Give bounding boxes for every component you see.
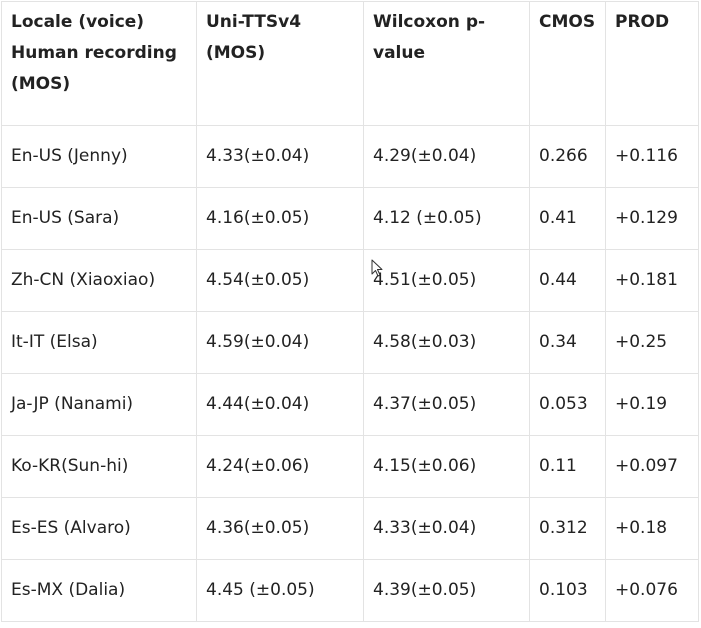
cell-cmos: 0.44 [529,249,606,312]
cell-prod: +0.097 [605,435,699,498]
header-locale: Locale (voice) Human recording (MOS) [1,1,197,126]
header-wilcoxon: Wilcoxon p-value [363,1,530,126]
cell-uni-ttsv4: 4.24(±0.06) [196,435,364,498]
cell-cmos: 0.34 [529,311,606,374]
cell-wilcoxon: 4.15(±0.06) [363,435,530,498]
header-cmos: CMOS [529,1,606,126]
cell-wilcoxon: 4.33(±0.04) [363,497,530,560]
cell-uni-ttsv4: 4.45 (±0.05) [196,559,364,622]
cell-cmos: 0.41 [529,187,606,250]
table-row: It-IT (Elsa) 4.59(±0.04) 4.58(±0.03) 0.3… [1,311,699,374]
table-row: En-US (Sara) 4.16(±0.05) 4.12 (±0.05) 0.… [1,187,699,250]
cell-prod: +0.129 [605,187,699,250]
cell-wilcoxon: 4.58(±0.03) [363,311,530,374]
cell-locale: It-IT (Elsa) [1,311,197,374]
cell-locale: Ko-KR(Sun-hi) [1,435,197,498]
cell-cmos: 0.053 [529,373,606,436]
cell-prod: +0.18 [605,497,699,560]
table-row: Ja-JP (Nanami) 4.44(±0.04) 4.37(±0.05) 0… [1,373,699,436]
cell-uni-ttsv4: 4.54(±0.05) [196,249,364,312]
cell-wilcoxon: 4.51(±0.05) [363,249,530,312]
cell-cmos: 0.11 [529,435,606,498]
cell-locale: En-US (Jenny) [1,125,197,188]
cell-uni-ttsv4: 4.59(±0.04) [196,311,364,374]
cell-wilcoxon: 4.29(±0.04) [363,125,530,188]
cell-locale: Ja-JP (Nanami) [1,373,197,436]
header-prod: PROD [605,1,699,126]
cell-wilcoxon: 4.12 (±0.05) [363,187,530,250]
cell-prod: +0.116 [605,125,699,188]
table-row: Es-ES (Alvaro) 4.36(±0.05) 4.33(±0.04) 0… [1,497,699,560]
cell-locale: Zh-CN (Xiaoxiao) [1,249,197,312]
table-row: Zh-CN (Xiaoxiao) 4.54(±0.05) 4.51(±0.05)… [1,249,699,312]
cell-prod: +0.076 [605,559,699,622]
cell-locale: Es-ES (Alvaro) [1,497,197,560]
cell-prod: +0.181 [605,249,699,312]
header-uni-ttsv4: Uni-TTSv4 (MOS) [196,1,364,126]
cell-cmos: 0.266 [529,125,606,188]
table-row: Es-MX (Dalia) 4.45 (±0.05) 4.39(±0.05) 0… [1,559,699,622]
cell-prod: +0.25 [605,311,699,374]
cell-cmos: 0.312 [529,497,606,560]
table-header-row: Locale (voice) Human recording (MOS) Uni… [1,1,699,126]
cell-wilcoxon: 4.39(±0.05) [363,559,530,622]
cell-uni-ttsv4: 4.33(±0.04) [196,125,364,188]
cell-prod: +0.19 [605,373,699,436]
cell-uni-ttsv4: 4.44(±0.04) [196,373,364,436]
table-row: Ko-KR(Sun-hi) 4.24(±0.06) 4.15(±0.06) 0.… [1,435,699,498]
cell-cmos: 0.103 [529,559,606,622]
table-row: En-US (Jenny) 4.33(±0.04) 4.29(±0.04) 0.… [1,125,699,188]
cell-locale: Es-MX (Dalia) [1,559,197,622]
cell-wilcoxon: 4.37(±0.05) [363,373,530,436]
cell-locale: En-US (Sara) [1,187,197,250]
cell-uni-ttsv4: 4.16(±0.05) [196,187,364,250]
cell-uni-ttsv4: 4.36(±0.05) [196,497,364,560]
